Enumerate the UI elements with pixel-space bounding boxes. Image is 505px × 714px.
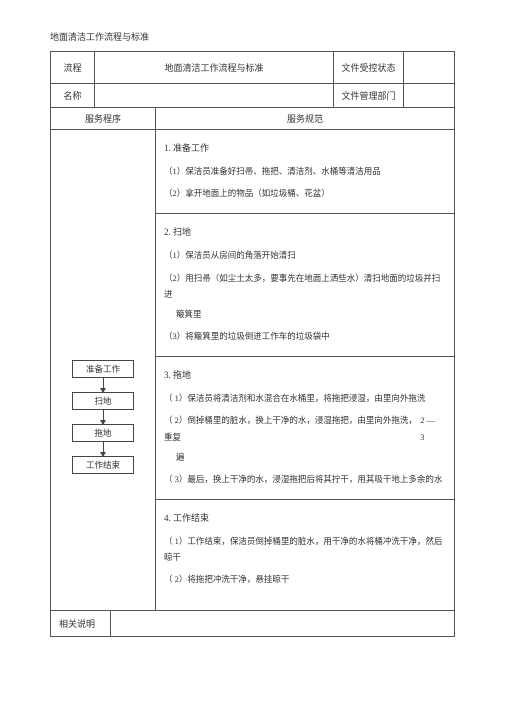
s2-item-1: （1）保洁员从房间的角落开始清扫: [164, 247, 446, 263]
flow-box-3: 拖地: [72, 424, 134, 442]
s2-item-2b: 簸箕里: [176, 306, 446, 322]
section-2-title: 2. 扫地: [164, 224, 446, 241]
s3-item-2: （ 2）倒掉桶里的脏水，换上干净的水，浸湿拖把，由里向外拖洗，重复 2— 3: [164, 412, 446, 444]
flow-arrow-1: [103, 378, 104, 392]
s3-item-3: （ 3）最后，换上干净的水，浸湿拖把后将其拧干，用其吸干地上多余的水: [164, 471, 446, 487]
s4-item-1: （ 1）工作结束，保洁员倒掉桶里的脏水，用干净的水将桶冲洗干净，然后晾干: [164, 533, 446, 565]
section-1: 1. 准备工作 （1）保洁员准备好扫帚、拖把、清洁剂、水桶等清洁用品 （2）拿开…: [156, 130, 454, 214]
meta2-label: 文件管理部门: [334, 84, 404, 107]
flow-box-2: 扫地: [72, 392, 134, 410]
footer-label: 相关说明: [51, 611, 111, 636]
header-label-2: 名称: [51, 84, 95, 107]
s3-inline-num: 2— 3: [420, 412, 446, 444]
section-3-title: 3. 拖地: [164, 367, 446, 384]
col-left-header: 服务程序: [51, 108, 156, 129]
footer-value: [111, 611, 454, 636]
s1-item-2: （2）拿开地面上的物品（如垃圾桶、花盆）: [164, 185, 446, 201]
section-1-title: 1. 准备工作: [164, 140, 446, 157]
spec-column: 1. 准备工作 （1）保洁员准备好扫帚、拖把、清洁剂、水桶等清洁用品 （2）拿开…: [156, 130, 454, 610]
flow-arrow-2: [103, 410, 104, 424]
flow-column: 准备工作 扫地 拖地 工作结束: [51, 130, 156, 610]
section-4-title: 4. 工作结束: [164, 510, 446, 527]
s2-item-2: （2）用扫帚（如尘土太多，要事先在地面上洒些水）清扫地面的垃圾并扫进: [164, 270, 446, 302]
s1-item-1: （1）保洁员准备好扫帚、拖把、清洁剂、水桶等清洁用品: [164, 163, 446, 179]
main-table: 流程 地面清洁工作流程与标准 文件受控状态 名称 文件管理部门 服务程序 服务规…: [50, 51, 455, 637]
meta1-label: 文件受控状态: [334, 52, 404, 83]
s2-item-3: （3）将簸箕里的垃圾倒进工作车的垃圾袋中: [164, 328, 446, 344]
flow-arrow-3: [103, 442, 104, 456]
header-row-1: 流程 地面清洁工作流程与标准 文件受控状态: [51, 52, 454, 84]
header-row-2: 名称 文件管理部门: [51, 84, 454, 108]
columns-header: 服务程序 服务规范: [51, 108, 454, 130]
body-row: 准备工作 扫地 拖地 工作结束 1. 准备工作 （1）保洁员准备好扫帚、拖把、清…: [51, 130, 454, 610]
header-label-1: 流程: [51, 52, 95, 83]
flow-box-4: 工作结束: [72, 456, 134, 474]
s3-item-1: （ 1）保洁员将清洁剂和水混合在水桶里，将拖把浸湿，由里向外拖洗: [164, 390, 446, 406]
header-title: 地面清洁工作流程与标准: [95, 52, 334, 83]
document-title: 地面清洁工作流程与标准: [50, 30, 455, 43]
section-2: 2. 扫地 （1）保洁员从房间的角落开始清扫 （2）用扫帚（如尘土太多，要事先在…: [156, 214, 454, 357]
header-title-blank: [95, 84, 334, 107]
s4-item-2: （ 2）将拖把冲洗干净，悬挂晾干: [164, 571, 446, 587]
meta2-value: [404, 84, 454, 107]
footer-row: 相关说明: [51, 610, 454, 636]
meta1-value: [404, 52, 454, 83]
section-3: 3. 拖地 （ 1）保洁员将清洁剂和水混合在水桶里，将拖把浸湿，由里向外拖洗 （…: [156, 357, 454, 500]
s3-item-2-text: （ 2）倒掉桶里的脏水，换上干净的水，浸湿拖把，由里向外拖洗，重复: [164, 412, 420, 444]
section-4: 4. 工作结束 （ 1）工作结束，保洁员倒掉桶里的脏水，用干净的水将桶冲洗干净，…: [156, 500, 454, 600]
col-right-header: 服务规范: [156, 108, 454, 129]
s3-item-2b: 遍: [176, 449, 446, 465]
flow-box-1: 准备工作: [72, 360, 134, 378]
